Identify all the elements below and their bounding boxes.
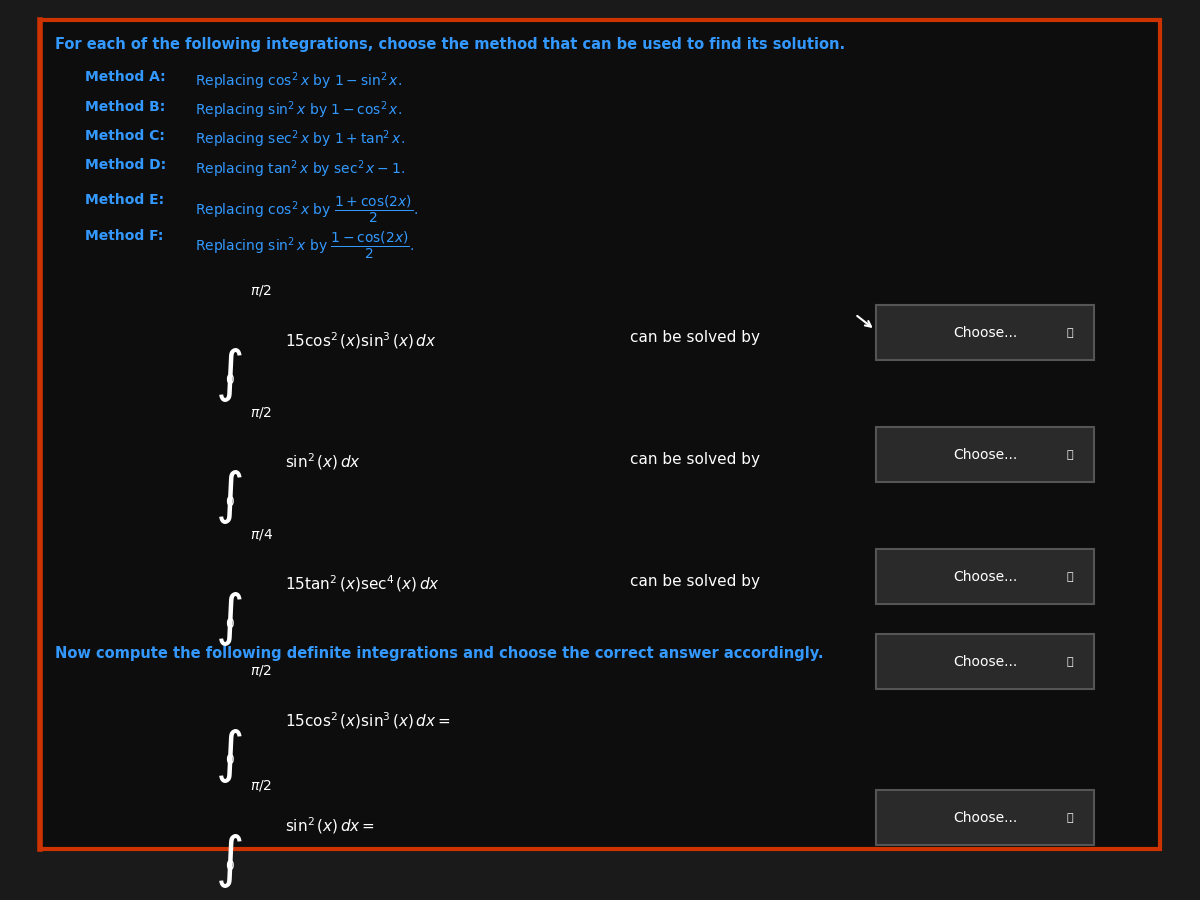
Text: Choose...: Choose... bbox=[953, 447, 1018, 462]
Text: can be solved by: can be solved by bbox=[630, 574, 760, 589]
Text: Choose...: Choose... bbox=[953, 570, 1018, 584]
Text: $0$: $0$ bbox=[226, 753, 235, 768]
Text: Now compute the following definite integrations and choose the correct answer ac: Now compute the following definite integ… bbox=[55, 646, 823, 661]
Text: Replacing $\cos^2 x$ by $\dfrac{1+\cos(2x)}{2}$.: Replacing $\cos^2 x$ by $\dfrac{1+\cos(2… bbox=[194, 194, 418, 224]
Text: $\pi/2$: $\pi/2$ bbox=[250, 663, 272, 679]
Text: $0$: $0$ bbox=[226, 495, 235, 508]
Text: $\pi/2$: $\pi/2$ bbox=[250, 405, 272, 419]
Text: Replacing $\sin^2 x$ by $\dfrac{1-\cos(2x)}{2}$.: Replacing $\sin^2 x$ by $\dfrac{1-\cos(2… bbox=[194, 230, 414, 261]
Text: can be solved by: can be solved by bbox=[630, 452, 760, 467]
Text: $\sin^2(x)\,dx$: $\sin^2(x)\,dx$ bbox=[286, 452, 361, 472]
Text: ⬥: ⬥ bbox=[1067, 813, 1073, 823]
Text: $0$: $0$ bbox=[226, 859, 235, 873]
Text: can be solved by: can be solved by bbox=[630, 329, 760, 345]
Text: $\int$: $\int$ bbox=[215, 468, 242, 526]
Text: ⬥: ⬥ bbox=[1067, 572, 1073, 581]
Text: $\sin^2(x)\,dx =$: $\sin^2(x)\,dx =$ bbox=[286, 815, 374, 836]
Text: $15\cos^2(x)\sin^3(x)\,dx$: $15\cos^2(x)\sin^3(x)\,dx$ bbox=[286, 329, 437, 350]
Text: $15\cos^2(x)\sin^3(x)\,dx =$: $15\cos^2(x)\sin^3(x)\,dx =$ bbox=[286, 710, 451, 731]
Text: $\int$: $\int$ bbox=[215, 832, 242, 890]
Text: Method C:: Method C: bbox=[85, 129, 164, 143]
FancyBboxPatch shape bbox=[876, 428, 1094, 482]
Text: ⬥: ⬥ bbox=[1067, 450, 1073, 460]
Text: Replacing $\sec^2 x$ by $1 + \tan^2 x$.: Replacing $\sec^2 x$ by $1 + \tan^2 x$. bbox=[194, 129, 404, 150]
Text: Replacing $\tan^2 x$ by $\sec^2 x - 1$.: Replacing $\tan^2 x$ by $\sec^2 x - 1$. bbox=[194, 158, 404, 180]
Text: Method D:: Method D: bbox=[85, 158, 166, 172]
Text: ⬥: ⬥ bbox=[1067, 657, 1073, 667]
Text: Method F:: Method F: bbox=[85, 230, 163, 243]
Text: For each of the following integrations, choose the method that can be used to fi: For each of the following integrations, … bbox=[55, 37, 845, 52]
FancyBboxPatch shape bbox=[876, 634, 1094, 688]
Text: Replacing $\sin^2 x$ by $1 - \cos^2 x$.: Replacing $\sin^2 x$ by $1 - \cos^2 x$. bbox=[194, 100, 402, 122]
Text: $0$: $0$ bbox=[226, 373, 235, 387]
FancyBboxPatch shape bbox=[876, 305, 1094, 360]
Text: Choose...: Choose... bbox=[953, 811, 1018, 824]
Text: $\int$: $\int$ bbox=[215, 346, 242, 404]
Text: Replacing $\cos^2 x$ by $1 - \sin^2 x$.: Replacing $\cos^2 x$ by $1 - \sin^2 x$. bbox=[194, 70, 402, 92]
Text: Choose...: Choose... bbox=[953, 326, 1018, 339]
Text: $\pi/4$: $\pi/4$ bbox=[250, 526, 274, 542]
Text: ⬥: ⬥ bbox=[1067, 328, 1073, 338]
Text: $\int$: $\int$ bbox=[215, 727, 242, 785]
Text: Method A:: Method A: bbox=[85, 70, 166, 85]
Text: $\int$: $\int$ bbox=[215, 590, 242, 648]
Text: Method B:: Method B: bbox=[85, 100, 166, 113]
Text: Method E:: Method E: bbox=[85, 194, 164, 207]
FancyBboxPatch shape bbox=[876, 790, 1094, 845]
FancyBboxPatch shape bbox=[876, 549, 1094, 604]
Text: $\pi/2$: $\pi/2$ bbox=[250, 283, 272, 298]
Text: $15\tan^2(x)\sec^4(x)\,dx$: $15\tan^2(x)\sec^4(x)\,dx$ bbox=[286, 574, 440, 595]
Text: $0$: $0$ bbox=[226, 616, 235, 631]
Text: $\pi/2$: $\pi/2$ bbox=[250, 778, 272, 793]
FancyBboxPatch shape bbox=[40, 20, 1160, 849]
Text: Choose...: Choose... bbox=[953, 654, 1018, 669]
